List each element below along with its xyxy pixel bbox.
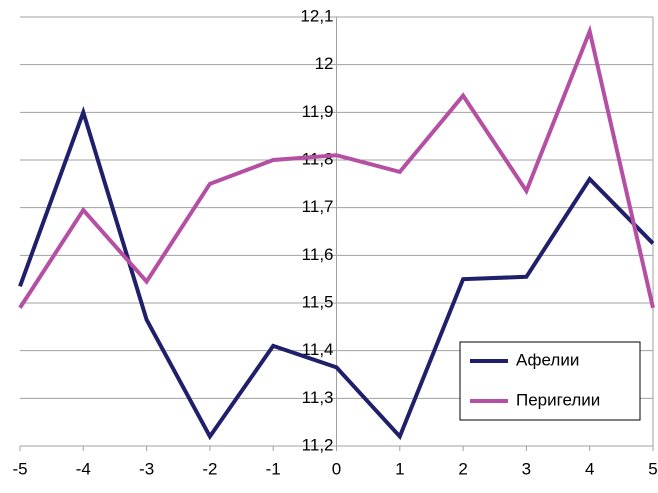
y-tick-label: 12 — [315, 54, 334, 73]
x-tick-label: 0 — [332, 459, 341, 478]
y-tick-label: 11,9 — [302, 102, 334, 121]
x-tick-label: -3 — [139, 459, 154, 478]
x-tick-label: 5 — [648, 459, 657, 478]
legend: Афелии Перигелии — [459, 341, 641, 421]
legend-label: Перигелии — [516, 390, 600, 409]
series-line — [18, 24, 655, 309]
legend-box — [459, 341, 641, 421]
x-tick-label: 1 — [395, 459, 404, 478]
y-tick-label: 11,2 — [302, 435, 334, 454]
series-line — [18, 106, 655, 441]
x-tick-label: -5 — [12, 459, 27, 478]
x-tick-label: 2 — [458, 459, 467, 478]
x-tick-label: 4 — [585, 459, 594, 478]
y-tick-label: 11,4 — [302, 340, 334, 359]
legend-label: Афелии — [516, 350, 579, 369]
y-tick-label: 11,6 — [302, 245, 334, 264]
x-tick-label: -4 — [76, 459, 91, 478]
y-tick-label: 11,5 — [302, 292, 334, 311]
x-tick-label: 3 — [522, 459, 531, 478]
y-tick-label: 11,3 — [302, 388, 334, 407]
x-tick-label: -1 — [266, 459, 281, 478]
y-tick-label: 12,1 — [300, 6, 333, 25]
y-tick-label: 11,7 — [302, 197, 334, 216]
x-tick-label: -2 — [202, 459, 217, 478]
